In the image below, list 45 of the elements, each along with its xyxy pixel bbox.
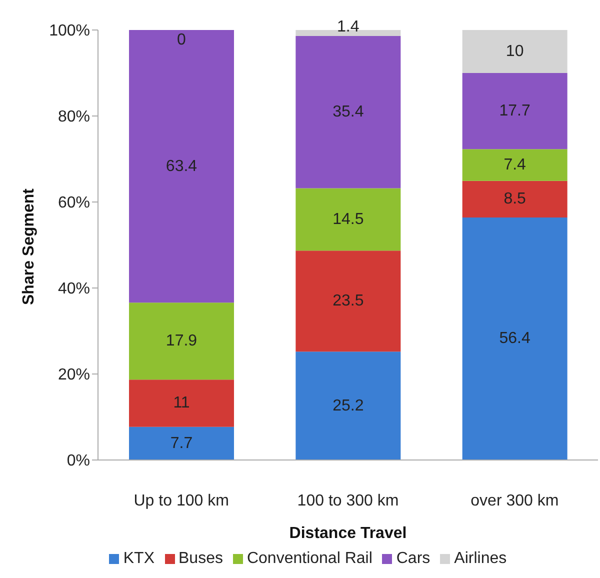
bar <box>296 36 401 188</box>
legend-label: Airlines <box>454 550 507 567</box>
bar <box>296 250 401 352</box>
data-label: 17.9 <box>166 332 198 350</box>
bar <box>462 149 568 181</box>
data-label: 23.5 <box>332 292 364 310</box>
bar <box>462 73 568 150</box>
data-label: 1.4 <box>337 18 360 36</box>
x-tick-label: Up to 100 km <box>134 492 229 510</box>
data-label: 7.7 <box>170 434 193 452</box>
y-tick-label: 100% <box>49 22 90 40</box>
bar <box>129 30 234 303</box>
bar <box>296 352 401 460</box>
data-label: 7.4 <box>504 156 526 174</box>
data-label: 10 <box>506 43 524 60</box>
data-label: 0 <box>177 32 186 48</box>
bar <box>296 30 401 36</box>
y-tick-label: 20% <box>58 366 90 384</box>
data-label: 25.2 <box>332 397 364 414</box>
x-axis-title: Distance Travel <box>289 525 407 542</box>
y-tick-label: 80% <box>58 108 90 126</box>
legend-label: Buses <box>178 550 223 567</box>
data-label: 17.7 <box>499 102 531 120</box>
bar <box>129 426 234 460</box>
y-axis-title: Share Segment <box>20 188 38 305</box>
y-tick-label: 60% <box>58 194 90 212</box>
legend-label: KTX <box>123 550 154 567</box>
data-label: 63.4 <box>166 158 198 175</box>
data-label: 11 <box>173 394 190 412</box>
y-tick-label: 0% <box>66 452 90 470</box>
bar <box>462 180 568 218</box>
data-label: 8.5 <box>504 190 526 208</box>
legend-label: Conventional Rail <box>246 550 372 567</box>
bar <box>462 30 568 73</box>
y-tick-label: 40% <box>58 280 90 298</box>
data-label: 14.5 <box>332 210 364 228</box>
legend-label: Cars <box>396 550 430 567</box>
data-label: 56.4 <box>499 330 531 348</box>
data-label: 35.4 <box>332 104 364 121</box>
bar <box>129 302 234 380</box>
bar <box>129 380 234 427</box>
x-tick-label: over 300 km <box>470 492 559 510</box>
bar <box>296 188 401 251</box>
bar <box>462 217 568 460</box>
x-tick-label: 100 to 300 km <box>297 492 399 510</box>
